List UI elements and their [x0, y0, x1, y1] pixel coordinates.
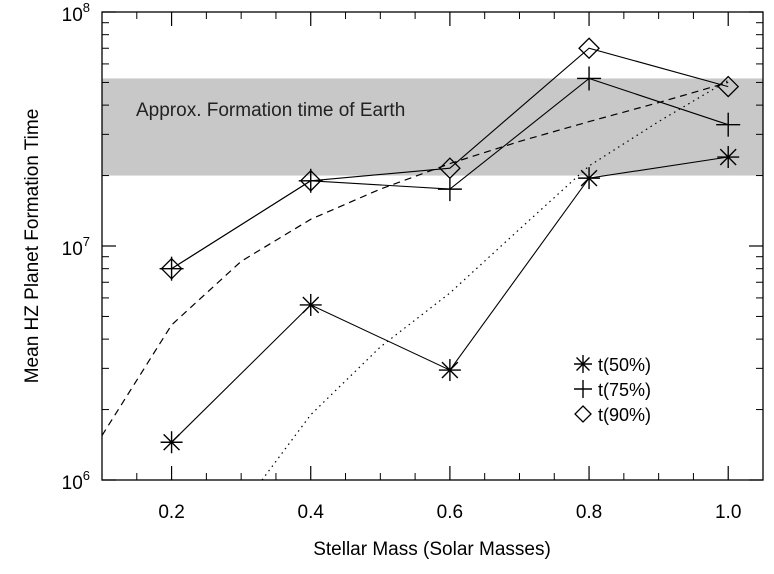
shaded-band [102, 78, 763, 176]
marker-diamond [578, 37, 600, 60]
marker-diamond [160, 257, 183, 280]
legend-marker-asterisk [574, 355, 592, 373]
y-tick-label: 107 [62, 234, 90, 260]
x-tick-label: 0.4 [298, 502, 325, 523]
marker-diamond [717, 75, 740, 98]
legend: t(50%) t(75%) t(90%) [574, 355, 651, 425]
marker-asterisk [578, 167, 601, 190]
legend-label: t(75%) [598, 380, 651, 400]
legend-label: t(90%) [598, 405, 651, 425]
legend-label: t(50%) [598, 355, 651, 375]
marker-asterisk [438, 359, 461, 382]
y-axis-title: Mean HZ Planet Formation Time [22, 109, 43, 384]
x-tick-label: 1.0 [715, 502, 741, 523]
marker-asterisk [160, 431, 183, 454]
y-tick-label: 106 [62, 468, 90, 494]
marker-plus [716, 112, 741, 137]
marker-diamond [438, 157, 461, 180]
marker-plus [298, 168, 323, 193]
marker-diamond [299, 169, 322, 192]
series-line-diamond [171, 47, 729, 270]
marker-plus [577, 66, 602, 91]
dotted-curve [261, 79, 729, 480]
x-tick-label: 0.8 [576, 502, 602, 523]
y-tick-label: 108 [62, 0, 90, 26]
x-tick-label: 0.6 [437, 502, 463, 523]
x-tick-label: 0.2 [158, 502, 184, 523]
legend-marker-diamond [574, 405, 592, 423]
marker-plus [437, 177, 462, 202]
x-axis-title: Stellar Mass (Solar Masses) [313, 539, 551, 560]
marker-asterisk [299, 293, 322, 316]
marker-asterisk [717, 146, 740, 169]
legend-entry: t(75%) [574, 380, 651, 400]
legend-entry: t(90%) [574, 405, 651, 425]
dashed-curve [102, 81, 729, 436]
legend-entry: t(50%) [574, 355, 651, 375]
legend-marker-plus [574, 380, 592, 398]
marker-plus [159, 256, 184, 281]
band-label: Approx. Formation time of Earth [136, 100, 405, 121]
